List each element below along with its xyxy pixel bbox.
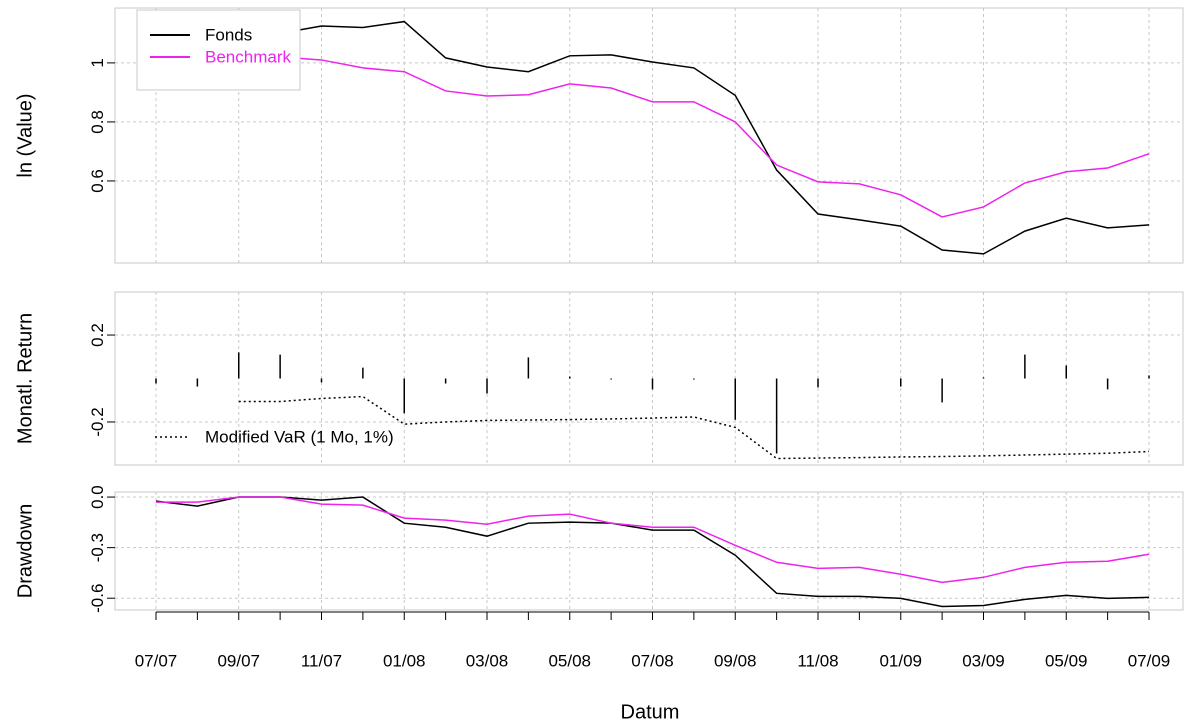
x-axis-label: Datum (621, 701, 680, 723)
x-tick-label: 03/09 (962, 651, 1005, 670)
y-tick-label: -0.2 (88, 407, 107, 436)
x-tick-label: 05/09 (1045, 651, 1088, 670)
x-tick-label: 01/08 (383, 651, 426, 670)
series-line (156, 496, 1150, 584)
series-line (155, 496, 1150, 608)
y-tick-label: 0.0 (88, 485, 107, 509)
x-tick-label: 05/08 (548, 651, 591, 670)
series-line (156, 56, 1150, 218)
y-tick-label: 1 (88, 58, 107, 67)
legend-box (136, 9, 301, 91)
y-axis-label: ln (Value) (14, 93, 36, 177)
x-tick-label: 11/08 (797, 651, 838, 670)
y-axis-label: Monatl. Return (14, 313, 36, 444)
legend-label: Benchmark (205, 47, 291, 66)
y-tick-label: -0.6 (88, 584, 107, 613)
panel-frame (114, 7, 1184, 264)
x-tick-label: 07/09 (1128, 651, 1171, 670)
series-line (155, 20, 1150, 255)
x-tick-label: 01/09 (879, 651, 922, 670)
y-tick-label: 0.6 (88, 169, 107, 193)
panel-frame (114, 291, 1184, 466)
x-tick-label: 03/08 (466, 651, 509, 670)
x-tick-label: 09/07 (217, 651, 260, 670)
y-axis-label: Drawdown (14, 504, 36, 598)
x-tick-label: 07/07 (135, 651, 178, 670)
x-tick-label: 09/08 (714, 651, 757, 670)
legend-label: Fonds (205, 25, 252, 44)
y-tick-label: 0.2 (88, 323, 107, 347)
x-tick-label: 11/07 (301, 651, 342, 670)
panel-frame (114, 491, 1184, 611)
y-tick-label: -0.3 (88, 533, 107, 562)
y-tick-label: 0.8 (88, 110, 107, 134)
x-tick-label: 07/08 (631, 651, 674, 670)
legend-label: Modified VaR (1 Mo, 1%) (205, 427, 394, 446)
